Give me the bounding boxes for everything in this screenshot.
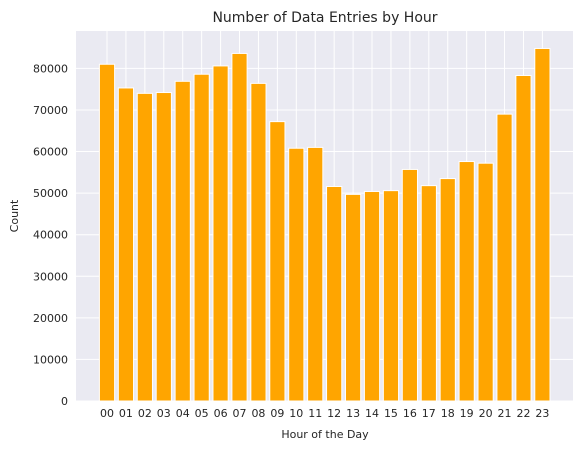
y-tick-label: 0 xyxy=(61,395,68,408)
bar-20 xyxy=(477,162,494,402)
x-tick-label: 03 xyxy=(157,407,171,420)
x-tick-label: 02 xyxy=(138,407,152,420)
bar-03 xyxy=(155,92,172,402)
bar-22 xyxy=(515,74,532,402)
bar-15 xyxy=(382,190,400,402)
bar-21 xyxy=(496,113,513,402)
bar-00 xyxy=(98,63,116,402)
y-tick-label: 20000 xyxy=(33,312,68,325)
y-tick-label: 30000 xyxy=(33,270,68,283)
y-tick-label: 70000 xyxy=(33,104,68,117)
x-tick-label: 16 xyxy=(403,407,417,420)
x-tick-label: 11 xyxy=(308,407,322,420)
bar-09 xyxy=(269,121,286,402)
x-axis-label: Hour of the Day xyxy=(281,428,369,441)
chart-title: Number of Data Entries by Hour xyxy=(212,10,437,26)
y-tick-label: 40000 xyxy=(33,229,68,242)
bar-23 xyxy=(534,47,551,402)
x-tick-labels: 00 01 02 03 04 05 06 07 08 09 10 11 12 13 14 15 16 17 18 19… xyxy=(100,407,549,420)
x-tick-label: 14 xyxy=(365,407,379,420)
x-tick-label: 13 xyxy=(346,407,360,420)
bar-10 xyxy=(288,147,305,402)
bar-06 xyxy=(212,65,229,402)
bar-17 xyxy=(420,185,437,402)
y-tick-labels: 0 10000 20000 30000 40000 50000 60000 70000 8000… xyxy=(33,62,68,408)
x-tick-label: 06 xyxy=(214,407,228,420)
x-tick-label: 00 xyxy=(100,407,114,420)
x-tick-label: 09 xyxy=(270,407,284,420)
bar-16 xyxy=(401,168,418,402)
bar-11 xyxy=(307,146,324,402)
x-tick-label: 15 xyxy=(384,407,398,420)
y-tick-label: 60000 xyxy=(33,146,68,159)
x-tick-label: 07 xyxy=(233,407,247,420)
y-axis-label: Count xyxy=(8,199,21,232)
y-tick-label: 50000 xyxy=(33,187,68,200)
bar-01 xyxy=(117,87,135,402)
x-tick-label: 18 xyxy=(441,407,455,420)
bar-08 xyxy=(250,82,267,402)
y-tick-label: 10000 xyxy=(33,353,68,366)
x-tick-label: 22 xyxy=(516,407,530,420)
bar-18 xyxy=(439,178,456,402)
bar-05 xyxy=(193,73,210,402)
x-tick-label: 08 xyxy=(251,407,265,420)
bars xyxy=(98,47,551,402)
x-tick-label: 20 xyxy=(479,407,493,420)
y-tick-label: 80000 xyxy=(33,62,68,75)
x-tick-label: 04 xyxy=(176,407,190,420)
bar-19 xyxy=(458,161,475,402)
x-tick-label: 19 xyxy=(460,407,474,420)
x-tick-label: 12 xyxy=(327,407,341,420)
x-tick-label: 01 xyxy=(119,407,133,420)
bar-13 xyxy=(344,193,362,402)
x-tick-label: 21 xyxy=(498,407,512,420)
x-tick-label: 10 xyxy=(289,407,303,420)
x-tick-label: 17 xyxy=(422,407,436,420)
bar-02 xyxy=(136,92,153,402)
bar-07 xyxy=(231,52,248,402)
bar-12 xyxy=(326,185,343,402)
x-tick-label: 23 xyxy=(535,407,549,420)
bar-04 xyxy=(174,80,191,402)
bar-14 xyxy=(363,190,381,402)
x-tick-label: 05 xyxy=(195,407,209,420)
